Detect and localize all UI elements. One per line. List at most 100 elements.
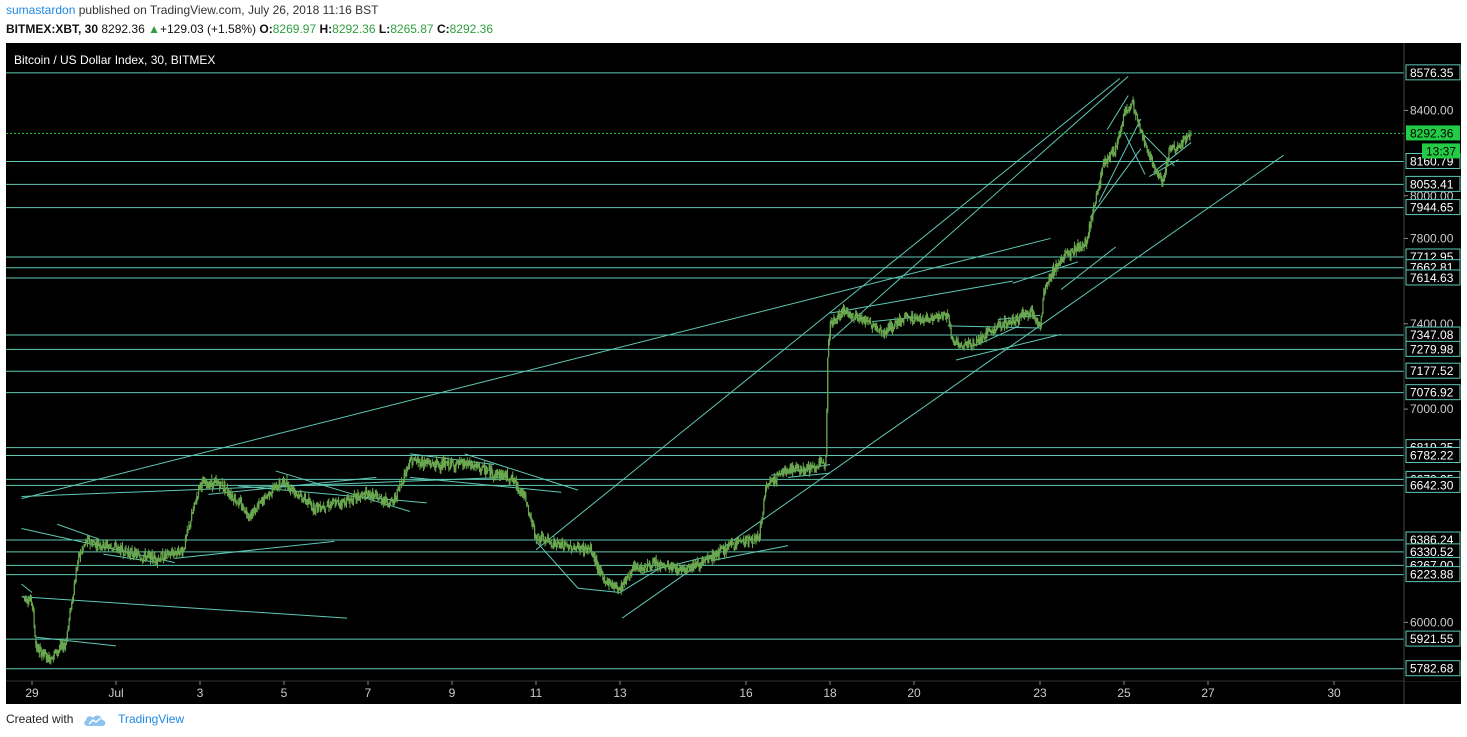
candle-body: [713, 555, 715, 560]
candle-body: [122, 552, 124, 555]
candle-body: [875, 324, 877, 327]
level-price-label: 7944.65: [1410, 201, 1454, 215]
candle-body: [1044, 289, 1046, 293]
candle-body: [711, 553, 713, 561]
candle-body: [377, 497, 379, 501]
time-tick-label: 27: [1201, 686, 1215, 700]
candle-body: [606, 580, 608, 585]
candle-body: [358, 492, 360, 500]
time-axis[interactable]: 29 Jul 3 5 7 9 11 13 16 18 20 23 25 27 30: [25, 681, 1341, 700]
candle-body: [781, 470, 783, 475]
candle-body: [1037, 318, 1039, 327]
candle-body: [485, 469, 488, 473]
tradingview-link[interactable]: TradingView: [118, 712, 185, 726]
candle-body: [310, 502, 312, 505]
candle-body: [1141, 130, 1143, 132]
candle-body: [247, 513, 249, 517]
candle-body: [513, 480, 515, 482]
candle-body: [1117, 137, 1119, 142]
candle-body: [926, 316, 928, 322]
candle-body: [288, 485, 290, 489]
candle-body: [1074, 247, 1076, 252]
candle-body: [359, 497, 361, 501]
candle-body: [128, 553, 131, 557]
trendline: [1012, 261, 1078, 284]
candle-body: [517, 484, 519, 491]
price-chart[interactable]: 6000.007000.007400.007800.008000.008400.…: [6, 43, 1461, 704]
candle-body: [481, 465, 483, 471]
candle-body: [645, 564, 647, 568]
candle-body: [1016, 315, 1018, 318]
candle-body: [267, 495, 269, 497]
candle-body: [737, 540, 740, 542]
candle-body: [665, 565, 667, 568]
candle-body: [1187, 134, 1189, 136]
candle-body: [543, 541, 545, 543]
candle-body: [1140, 131, 1142, 133]
candle-body: [716, 551, 719, 557]
candle-body: [75, 570, 77, 583]
candle-body: [271, 491, 273, 495]
candle-body: [838, 310, 840, 317]
candle-body: [759, 525, 761, 537]
candle-body: [388, 504, 390, 508]
candle-body: [1021, 312, 1023, 316]
candle-body: [479, 468, 481, 472]
candle-body: [158, 558, 160, 562]
candle-body: [213, 481, 215, 483]
candle-body: [356, 495, 358, 501]
price-axis[interactable]: 6000.007000.007400.007800.008000.008400.…: [1404, 43, 1461, 681]
candle-body: [583, 547, 586, 554]
candle-body: [71, 601, 73, 610]
candle-body: [803, 467, 805, 473]
candle-body: [904, 314, 906, 319]
candle-body: [863, 316, 865, 320]
candle-body: [998, 321, 1000, 323]
candle-body: [1175, 149, 1177, 150]
candle-body: [1176, 147, 1178, 151]
level-price-label: 7614.63: [1410, 271, 1454, 285]
candle-body: [324, 506, 326, 510]
candle-body: [1171, 148, 1173, 151]
trendline: [21, 583, 33, 593]
candle-body: [1174, 149, 1176, 151]
candle-body: [1173, 145, 1175, 149]
candle-body: [911, 315, 913, 321]
candle-body: [938, 313, 940, 322]
candle-body: [60, 644, 62, 646]
candle-body: [1136, 112, 1138, 115]
candle-body: [1124, 109, 1126, 115]
candle-body: [708, 559, 710, 563]
close-value: 8292.36: [449, 22, 494, 36]
candle-body: [1062, 257, 1064, 262]
candle-body: [321, 507, 323, 509]
candle-body: [1012, 317, 1014, 323]
candle-body: [765, 489, 767, 496]
candle-body: [58, 650, 60, 652]
candle-body: [599, 568, 601, 573]
candle-body: [1129, 110, 1131, 111]
trendline: [21, 596, 348, 619]
candle-body: [758, 539, 760, 541]
candle-body: [120, 545, 122, 555]
candle-body: [561, 542, 563, 548]
candle-body: [753, 537, 755, 542]
candle-body: [919, 316, 921, 319]
candle-body: [212, 483, 214, 488]
candle-body: [37, 647, 40, 653]
candle-body: [643, 568, 645, 571]
candle-body: [371, 492, 373, 496]
candle-body: [164, 552, 166, 557]
candle-body: [903, 318, 905, 322]
candle-body: [76, 568, 78, 571]
candle-body: [471, 462, 474, 467]
trendline: [577, 587, 621, 594]
author-link[interactable]: sumastardon: [6, 3, 76, 17]
candle-body: [544, 538, 546, 543]
candle-body: [979, 338, 981, 342]
candle-body: [411, 457, 413, 465]
candle-body: [642, 569, 644, 571]
candle-body: [30, 596, 33, 603]
candle-body: [352, 500, 354, 503]
candle-body: [354, 494, 356, 496]
